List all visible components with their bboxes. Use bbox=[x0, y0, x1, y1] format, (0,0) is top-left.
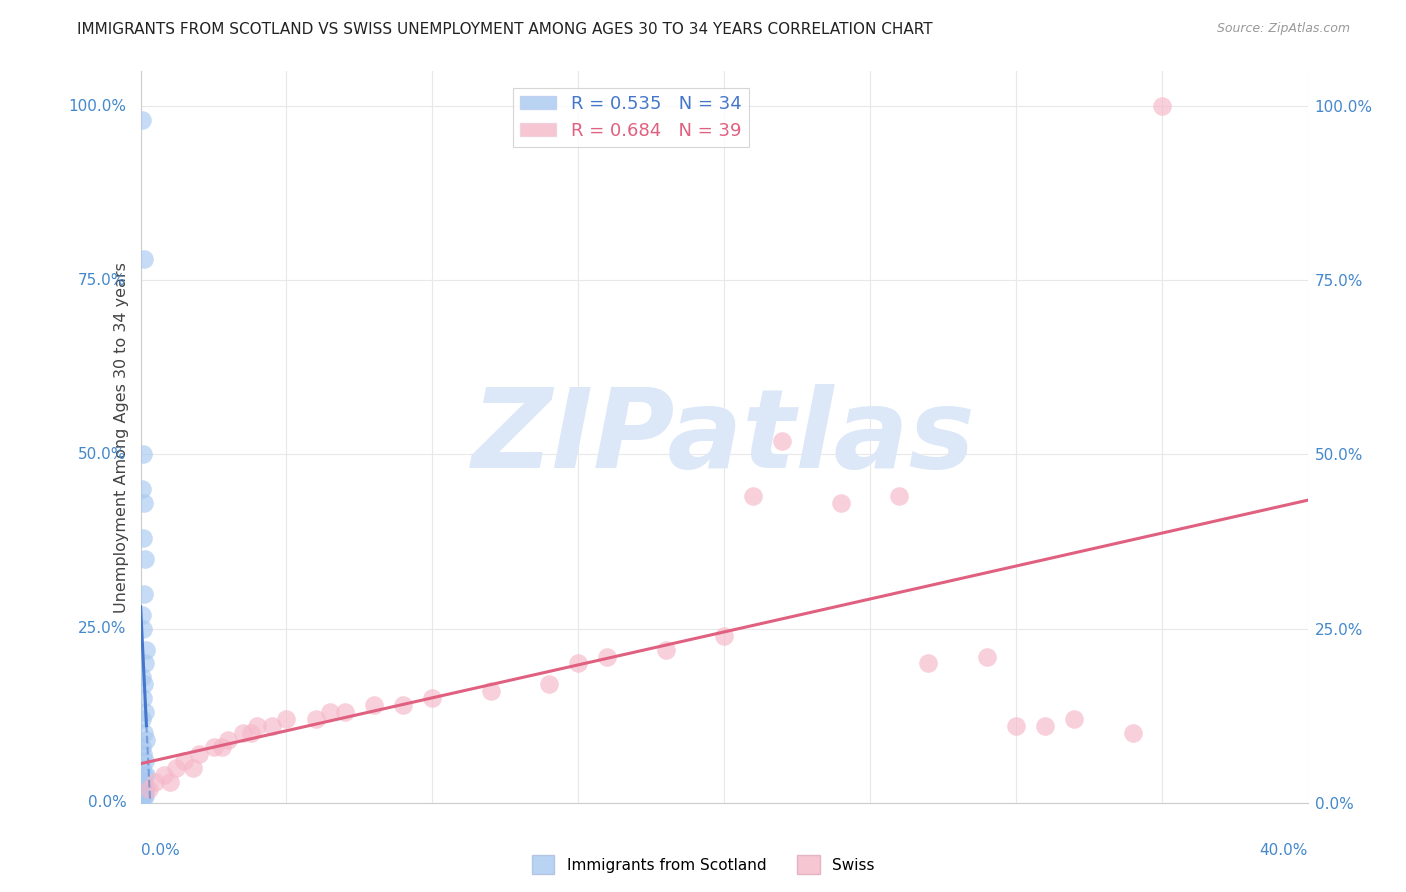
Point bbox=[135, 733, 157, 747]
Point bbox=[132, 789, 155, 803]
Point bbox=[217, 733, 239, 747]
Point bbox=[132, 775, 155, 789]
Point bbox=[132, 726, 155, 740]
Point bbox=[131, 113, 153, 128]
Point bbox=[830, 496, 852, 510]
Point bbox=[132, 677, 155, 691]
Point bbox=[131, 775, 153, 789]
Point bbox=[153, 768, 176, 782]
Point bbox=[131, 670, 153, 684]
Text: 0.0%: 0.0% bbox=[87, 796, 127, 810]
Point bbox=[131, 761, 153, 775]
Point bbox=[713, 629, 735, 643]
Point bbox=[132, 691, 155, 706]
Point bbox=[392, 698, 415, 713]
Point bbox=[538, 677, 561, 691]
Point bbox=[260, 719, 283, 733]
Point bbox=[143, 775, 166, 789]
Point bbox=[211, 740, 233, 755]
Point bbox=[131, 740, 153, 755]
Point bbox=[305, 712, 328, 726]
Point bbox=[1005, 719, 1028, 733]
Text: 40.0%: 40.0% bbox=[1260, 843, 1308, 858]
Text: 75.0%: 75.0% bbox=[79, 273, 127, 288]
Point bbox=[135, 781, 157, 796]
Point bbox=[132, 252, 155, 267]
Point bbox=[917, 657, 939, 671]
Point bbox=[333, 705, 356, 719]
Point bbox=[132, 768, 155, 782]
Point bbox=[422, 691, 444, 706]
Point bbox=[132, 587, 155, 601]
Point bbox=[165, 761, 187, 775]
Text: 0.0%: 0.0% bbox=[141, 843, 180, 858]
Point bbox=[567, 657, 589, 671]
Point bbox=[132, 448, 155, 462]
Point bbox=[319, 705, 342, 719]
Point bbox=[131, 483, 153, 497]
Point bbox=[134, 789, 156, 803]
Point bbox=[363, 698, 385, 713]
Point bbox=[134, 657, 156, 671]
Point bbox=[134, 552, 156, 566]
Y-axis label: Unemployment Among Ages 30 to 34 years: Unemployment Among Ages 30 to 34 years bbox=[114, 261, 129, 613]
Point bbox=[132, 747, 155, 761]
Point bbox=[596, 649, 619, 664]
Point bbox=[131, 789, 153, 803]
Text: 25.0%: 25.0% bbox=[79, 621, 127, 636]
Point bbox=[135, 642, 157, 657]
Text: 100.0%: 100.0% bbox=[69, 99, 127, 113]
Point bbox=[181, 761, 204, 775]
Legend: R = 0.535   N = 34, R = 0.684   N = 39: R = 0.535 N = 34, R = 0.684 N = 39 bbox=[513, 87, 748, 147]
Text: ZIPatlas: ZIPatlas bbox=[472, 384, 976, 491]
Point bbox=[173, 754, 195, 768]
Point bbox=[1033, 719, 1056, 733]
Point bbox=[772, 434, 794, 448]
Point bbox=[131, 712, 153, 726]
Point bbox=[132, 496, 155, 510]
Point bbox=[202, 740, 225, 755]
Point bbox=[131, 607, 153, 622]
Point bbox=[1122, 726, 1144, 740]
Point bbox=[159, 775, 181, 789]
Point bbox=[134, 781, 156, 796]
Point bbox=[1063, 712, 1085, 726]
Point bbox=[132, 781, 155, 796]
Point bbox=[132, 531, 155, 545]
Point bbox=[276, 712, 298, 726]
Text: 50.0%: 50.0% bbox=[79, 447, 127, 462]
Point bbox=[138, 781, 160, 796]
Point bbox=[232, 726, 254, 740]
Point bbox=[246, 719, 269, 733]
Point bbox=[889, 489, 911, 503]
Point bbox=[240, 726, 263, 740]
Point bbox=[134, 754, 156, 768]
Point bbox=[655, 642, 678, 657]
Point bbox=[479, 684, 502, 698]
Point bbox=[134, 705, 156, 719]
Legend: Immigrants from Scotland, Swiss: Immigrants from Scotland, Swiss bbox=[526, 849, 880, 880]
Point bbox=[135, 768, 157, 782]
Text: IMMIGRANTS FROM SCOTLAND VS SWISS UNEMPLOYMENT AMONG AGES 30 TO 34 YEARS CORRELA: IMMIGRANTS FROM SCOTLAND VS SWISS UNEMPL… bbox=[77, 22, 934, 37]
Point bbox=[132, 789, 155, 803]
Point bbox=[1150, 99, 1173, 113]
Point bbox=[188, 747, 211, 761]
Point bbox=[742, 489, 765, 503]
Text: Source: ZipAtlas.com: Source: ZipAtlas.com bbox=[1216, 22, 1350, 36]
Point bbox=[976, 649, 998, 664]
Point bbox=[132, 622, 155, 636]
